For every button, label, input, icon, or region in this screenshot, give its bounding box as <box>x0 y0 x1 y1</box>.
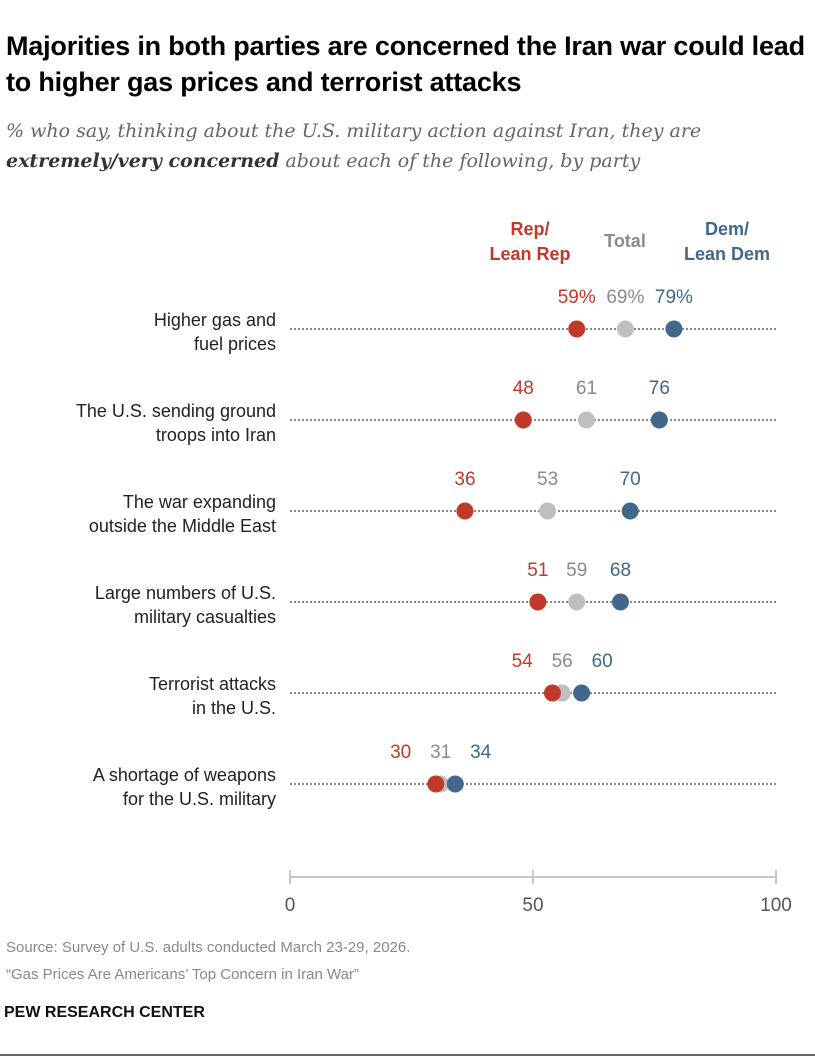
total-value-label: 53 <box>537 469 559 490</box>
rep-value-label: 36 <box>454 469 476 490</box>
rep-dot <box>456 502 474 520</box>
rep-dot <box>514 411 532 429</box>
category-label: Terrorist attacks in the U.S. <box>148 674 276 718</box>
dem-value-label: 79% <box>654 287 693 308</box>
rep-value-label: 54 <box>511 651 533 672</box>
category-label: The U.S. sending ground troops into Iran <box>75 401 276 445</box>
dem-dot <box>446 775 464 793</box>
dem-value-label: 34 <box>470 742 492 763</box>
rep-dot <box>529 593 547 611</box>
subtitle-text: % who say, thinking about the U.S. milit… <box>6 120 702 142</box>
chart-title: Majorities in both parties are concerned… <box>6 31 805 97</box>
dem-dot <box>621 502 639 520</box>
chart-subtitle: % who say, thinking about the U.S. milit… <box>6 116 806 176</box>
category-label: Large numbers of U.S. military casualties <box>94 583 276 627</box>
legend-rep: Rep/Lean Rep <box>489 219 571 264</box>
category-label: A shortage of weapons for the U.S. milita… <box>92 765 276 809</box>
dem-value-label: 68 <box>609 560 632 581</box>
total-value-label: 31 <box>430 742 452 763</box>
total-dot <box>577 411 595 429</box>
rep-value-label: 59% <box>557 287 596 308</box>
legend-dem: Dem/Lean Dem <box>683 219 771 264</box>
dem-value-label: 70 <box>619 469 641 490</box>
total-value-label: 69% <box>606 287 645 308</box>
rep-value-label: 48 <box>512 378 534 399</box>
x-tick-label: 100 <box>760 895 792 916</box>
total-value-label: 61 <box>575 378 598 399</box>
total-value-label: 56 <box>551 651 573 672</box>
total-dot <box>539 502 557 520</box>
source-note: Source: Survey of U.S. adults conducted … <box>6 939 411 956</box>
rep-dot <box>427 775 445 793</box>
brand-logo: PEW RESEARCH CENTER <box>4 1004 205 1021</box>
rep-value-label: 30 <box>390 742 412 763</box>
rep-dot <box>568 320 586 338</box>
x-tick-label: 50 <box>522 895 544 916</box>
dem-dot <box>573 684 591 702</box>
dem-value-label: 76 <box>648 378 670 399</box>
rep-value-label: 51 <box>527 560 549 581</box>
dem-dot <box>650 411 668 429</box>
dem-value-label: 60 <box>591 651 613 672</box>
x-tick-label: 0 <box>284 895 296 916</box>
category-label: The war expanding outside the Middle East <box>88 492 276 536</box>
bottom-rule <box>0 1054 815 1056</box>
total-dot <box>616 320 634 338</box>
dem-dot <box>611 593 629 611</box>
subtitle-text-end: about each of the following, by party <box>279 150 641 172</box>
category-label: Higher gas and fuel prices <box>153 310 276 354</box>
legend-total: Total <box>604 231 646 251</box>
total-dot <box>568 593 586 611</box>
subtitle-emphasis: extremely/very concerned <box>6 150 280 172</box>
rep-dot <box>543 684 561 702</box>
total-value-label: 59 <box>566 560 588 581</box>
dem-dot <box>665 320 683 338</box>
report-title: “Gas Prices Are Americans’ Top Concern i… <box>6 966 359 983</box>
